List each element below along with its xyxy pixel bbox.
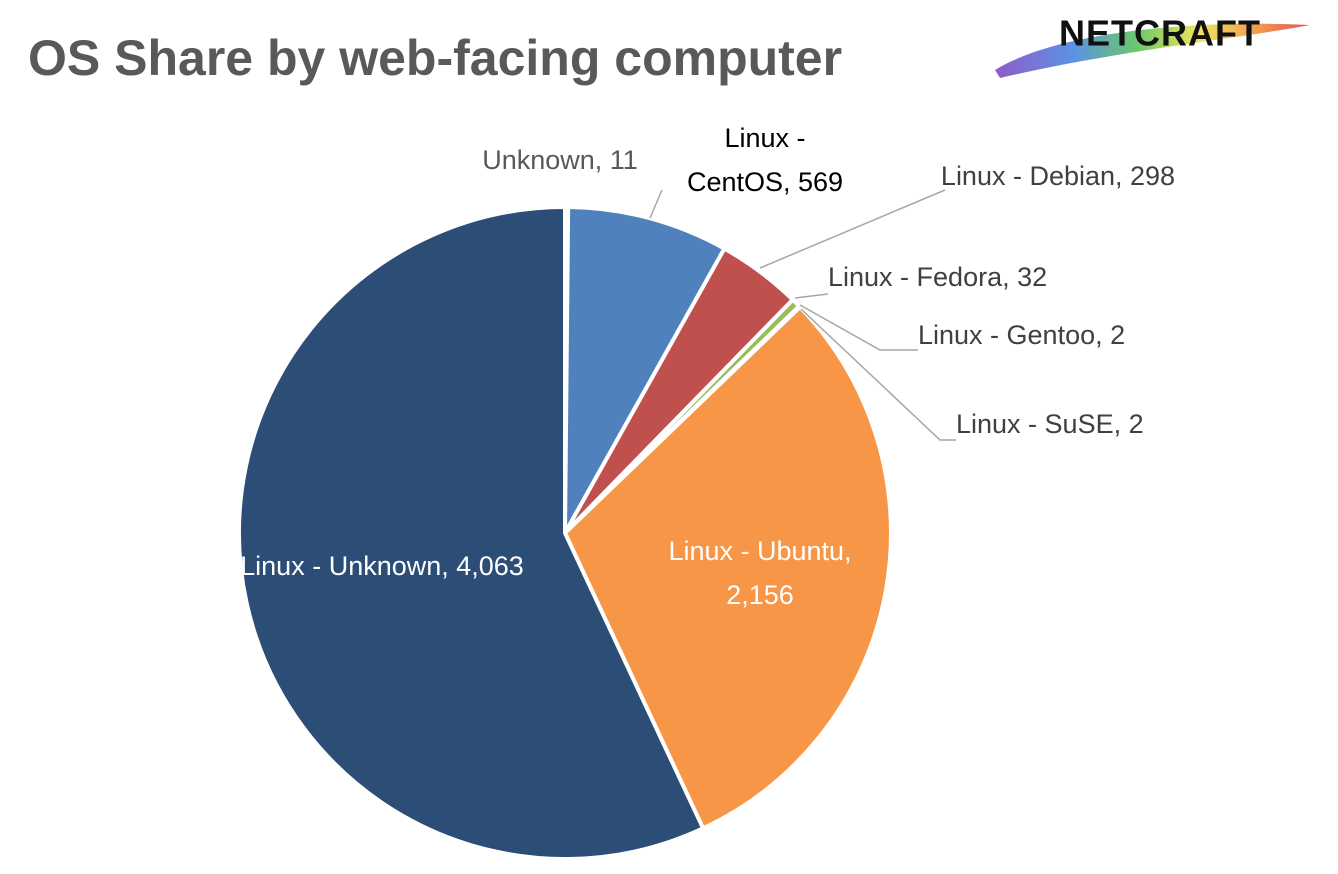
- data-label: Linux - Ubuntu, 2,156: [668, 536, 851, 610]
- data-label-line: CentOS, 569: [687, 167, 843, 197]
- data-label: Unknown, 11: [482, 145, 638, 175]
- leader-line: [800, 308, 956, 441]
- data-label: Linux - SuSE, 2: [956, 409, 1144, 439]
- data-label: Linux - CentOS, 569: [687, 123, 843, 197]
- data-label: Linux - Debian, 298: [941, 161, 1175, 191]
- pie-slice: [237, 205, 706, 861]
- leader-line: [799, 304, 918, 351]
- leader-line: [649, 189, 663, 219]
- data-label-line: Linux - Ubuntu,: [668, 536, 851, 566]
- data-label: Linux - Gentoo, 2: [918, 320, 1125, 350]
- logo: NETCRAFT: [1059, 13, 1261, 54]
- data-label-line: 2,156: [726, 580, 794, 610]
- chart-title: OS Share by web-facing computer: [28, 30, 842, 86]
- pie-slice: [563, 205, 727, 535]
- data-label-line: Linux -: [724, 123, 805, 153]
- leader-line: [759, 189, 946, 269]
- data-label: Linux - Fedora, 32: [828, 262, 1047, 292]
- data-label: Linux - Unknown, 4,063: [240, 551, 524, 581]
- pie-slice: [563, 305, 893, 831]
- leader-line: [794, 293, 829, 299]
- logo-swoosh: [995, 23, 1310, 78]
